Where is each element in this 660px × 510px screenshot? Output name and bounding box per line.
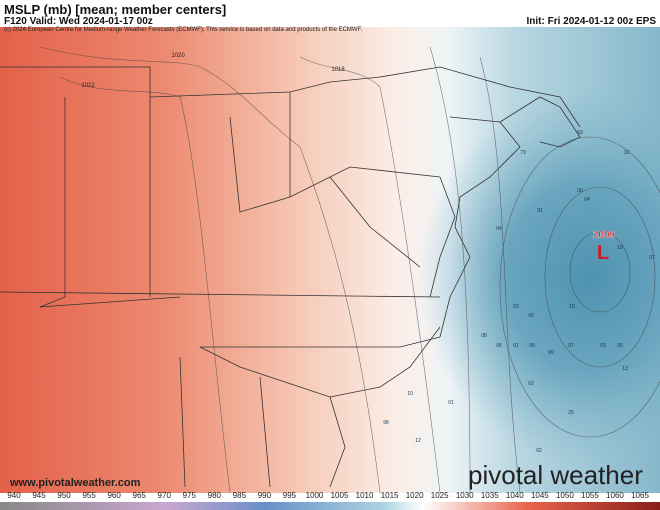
colorbar-tick-label: 1045: [531, 491, 549, 500]
colorbar-tick-label: 985: [233, 491, 247, 500]
colorbar-tick-label: 1015: [381, 491, 399, 500]
colorbar-tick-label: 1050: [556, 491, 574, 500]
colorbar-tick-label: 955: [82, 491, 96, 500]
colorbar-tick-label: 1055: [581, 491, 599, 500]
member-center: 98: [383, 420, 389, 426]
low-pressure-area: [420, 87, 660, 467]
colorbar-tick-label: 1020: [406, 491, 424, 500]
colorbar-tick-label: 980: [208, 491, 222, 500]
low-pressure-value: 1009: [593, 230, 616, 241]
member-center: 08: [481, 333, 487, 339]
member-center: 02: [528, 381, 534, 387]
member-center: 06: [617, 343, 623, 349]
colorbar-tick-label: 1025: [431, 491, 449, 500]
logo: pivotal weather: [468, 460, 643, 490]
member-center: 19: [617, 245, 623, 251]
member-center: 08: [496, 343, 502, 349]
colorbar-strip: [0, 502, 660, 510]
colorbar-tick-label: 960: [107, 491, 121, 500]
colorbar-tick-label: 1040: [506, 491, 524, 500]
colorbar-tick-label: 1000: [306, 491, 324, 500]
member-center: 04: [496, 226, 502, 232]
member-center: 00: [577, 188, 583, 194]
colorbar-tick-label: 975: [183, 491, 197, 500]
contour-label: 1020: [171, 53, 185, 59]
colorbar-tick-label: 965: [133, 491, 147, 500]
member-center: 02: [536, 448, 542, 454]
colorbar-tick-label: 945: [32, 491, 46, 500]
member-center: 03: [600, 343, 606, 349]
copyright: (c) 2024 European Centre for Medium-rang…: [4, 27, 363, 33]
map: 1020102210181009L93927900049104190703001…: [0, 27, 660, 494]
member-center: 97: [568, 343, 574, 349]
member-center: 99: [548, 350, 554, 356]
member-center: 91: [537, 208, 543, 214]
colorbar-tick-label: 940: [7, 491, 21, 500]
colorbar: 940 945 950 955 960 965 970 975 980 985 990 995 1000…: [0, 491, 660, 510]
colorbar-tick-label: 1030: [456, 491, 474, 500]
contour-label: 1018: [331, 67, 345, 73]
colorbar-tick-label: 1010: [356, 491, 374, 500]
title: MSLP (mb) [mean; member centers]: [4, 2, 227, 17]
colorbar-tick-label: 995: [283, 491, 297, 500]
watermark: www.pivotalweather.com: [9, 477, 141, 489]
member-center: 07: [649, 255, 655, 261]
member-center: 99: [529, 343, 535, 349]
member-center: 13: [622, 366, 628, 372]
member-center: 04: [584, 197, 590, 203]
member-center: 01: [513, 343, 519, 349]
borders: [0, 66, 581, 488]
member-center: 00: [528, 313, 534, 319]
valid-time: F120 Valid: Wed 2024-01-17 00z: [4, 16, 153, 27]
member-center: 01: [448, 400, 454, 406]
member-center: 12: [415, 438, 421, 444]
member-center: 93: [577, 130, 583, 136]
colorbar-tick-label: 1060: [606, 491, 624, 500]
member-center: 10: [569, 304, 575, 310]
member-center: 03: [513, 304, 519, 310]
colorbar-tick-label: 990: [258, 491, 272, 500]
colorbar-tick-label: 1035: [481, 491, 499, 500]
isobars: [39, 46, 660, 494]
member-center: 25: [568, 410, 574, 416]
colorbar-tick-label: 1065: [631, 491, 649, 500]
colorbar-tick-label: 1005: [331, 491, 349, 500]
colorbar-tick-label: 970: [158, 491, 172, 500]
colorbar-tick-label: 950: [57, 491, 71, 500]
low-symbol: L: [597, 242, 609, 264]
member-center: 79: [520, 150, 526, 156]
contour-label: 1022: [81, 83, 95, 89]
member-center: 10: [407, 391, 413, 397]
init-time: Init: Fri 2024-01-12 00z EPS: [526, 16, 656, 27]
member-center: 92: [624, 150, 630, 156]
